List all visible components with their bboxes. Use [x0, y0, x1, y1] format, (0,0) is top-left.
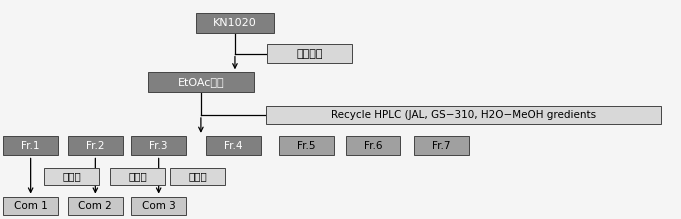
FancyBboxPatch shape [68, 136, 123, 155]
Text: Recycle HPLC (JAL, GS−310, H2O−MeOH gredients: Recycle HPLC (JAL, GS−310, H2O−MeOH gred… [330, 110, 596, 120]
Text: KN1020: KN1020 [213, 18, 257, 28]
FancyBboxPatch shape [267, 44, 353, 63]
FancyBboxPatch shape [68, 197, 123, 215]
FancyBboxPatch shape [414, 136, 469, 155]
Text: Com 3: Com 3 [142, 201, 176, 211]
Text: Fr.2: Fr.2 [86, 141, 105, 151]
Text: Fr.6: Fr.6 [364, 141, 383, 151]
Text: 재결정: 재결정 [62, 171, 81, 181]
Text: EtOAc분획: EtOAc분획 [178, 77, 224, 87]
FancyBboxPatch shape [131, 197, 186, 215]
FancyBboxPatch shape [148, 72, 253, 92]
FancyBboxPatch shape [44, 168, 99, 184]
Text: Fr.3: Fr.3 [149, 141, 168, 151]
FancyBboxPatch shape [266, 106, 661, 124]
Text: 재결정: 재결정 [128, 171, 147, 181]
FancyBboxPatch shape [206, 136, 261, 155]
Text: Fr.4: Fr.4 [224, 141, 243, 151]
Text: Fr.5: Fr.5 [297, 141, 316, 151]
Text: Fr.7: Fr.7 [432, 141, 451, 151]
FancyBboxPatch shape [3, 136, 58, 155]
Text: 재결정: 재결정 [188, 171, 207, 181]
FancyBboxPatch shape [170, 168, 225, 184]
FancyBboxPatch shape [279, 136, 334, 155]
FancyBboxPatch shape [3, 197, 58, 215]
Text: Com 1: Com 1 [14, 201, 48, 211]
FancyBboxPatch shape [131, 136, 186, 155]
Text: 용매분획: 용매분획 [297, 49, 323, 59]
FancyBboxPatch shape [346, 136, 400, 155]
Text: Fr.1: Fr.1 [21, 141, 40, 151]
FancyBboxPatch shape [196, 13, 274, 33]
Text: Com 2: Com 2 [78, 201, 112, 211]
FancyBboxPatch shape [110, 168, 165, 184]
